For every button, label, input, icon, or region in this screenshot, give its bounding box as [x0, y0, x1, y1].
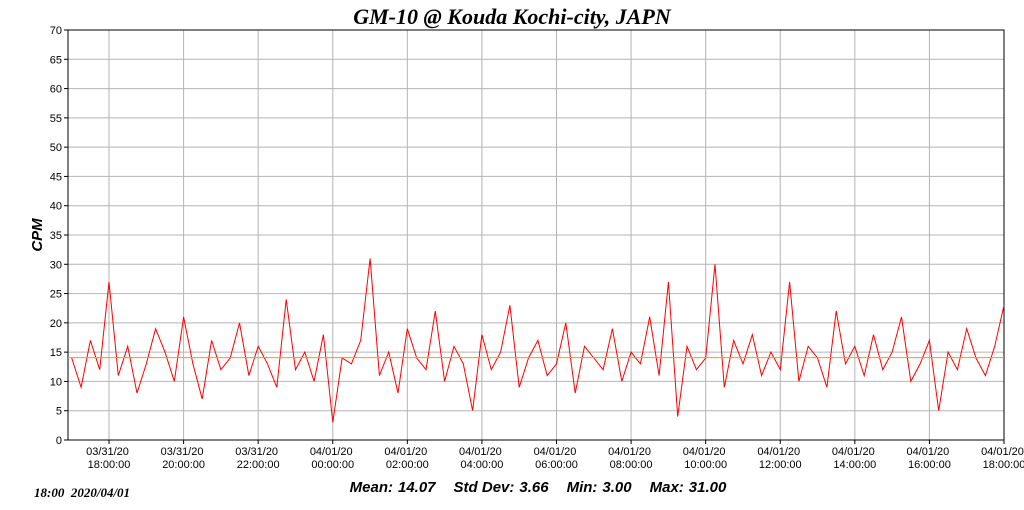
x-tick-label: 04/01/20 04:00:00	[459, 446, 505, 471]
y-tick-label: 50	[50, 142, 62, 154]
x-tick-label: 04/01/20 16:00:00	[906, 446, 952, 471]
x-tick-label: 04/01/20 02:00:00	[384, 446, 430, 471]
y-tick-label: 20	[50, 318, 62, 330]
plot-border	[67, 29, 1005, 441]
stat-value: 14.07	[398, 479, 436, 496]
stats: Mean: 14.07 Std Dev: 3.66 Min: 3.00 Max: 31.00	[350, 479, 727, 496]
y-tick-label: 30	[50, 259, 62, 271]
y-tick-label: 65	[50, 54, 62, 66]
stat-value: 3.66	[519, 479, 549, 496]
y-tick-label: 70	[50, 25, 62, 37]
x-tick-label: 03/31/20 18:00:00	[86, 446, 132, 471]
x-tick-label: 03/31/20 20:00:00	[161, 446, 207, 471]
y-tick-label: 15	[50, 347, 62, 359]
y-tick-label: 60	[50, 84, 62, 96]
x-tick-label: 04/01/20 18:00:00	[981, 446, 1024, 471]
y-tick-label: 0	[56, 435, 62, 447]
stat-value: 31.00	[689, 479, 727, 496]
x-tick-label: 03/31/20 22:00:00	[235, 446, 281, 471]
data-line	[71, 258, 1005, 423]
timestamp: 18:00 2020/04/01	[34, 485, 130, 500]
x-tick-label: 04/01/20 14:00:00	[832, 446, 878, 471]
stat-name: Std Dev:	[454, 479, 515, 496]
y-tick-label: 45	[50, 171, 62, 183]
y-tick-label: 25	[50, 289, 62, 301]
x-tick-label: 04/01/20 12:00:00	[757, 446, 803, 471]
x-tick-label: 04/01/20 06:00:00	[534, 446, 580, 471]
y-tick-label: 5	[56, 406, 62, 418]
y-tick-label: 35	[50, 230, 62, 242]
x-tick-label: 04/01/20 08:00:00	[608, 446, 654, 471]
y-tick-label: 55	[50, 113, 62, 125]
stat-name: Mean:	[350, 479, 393, 496]
y-axis-label: CPM	[29, 218, 46, 252]
stat-name: Min:	[567, 479, 598, 496]
y-tick-label: 10	[50, 376, 62, 388]
x-tick-label: 04/01/20 00:00:00	[310, 446, 356, 471]
stat-value: 3.00	[602, 479, 632, 496]
y-tick-label: 40	[50, 201, 62, 213]
x-tick-label: 04/01/20 10:00:00	[683, 446, 729, 471]
chart-title: GM-10 @ Kouda Kochi-city, JAPN	[353, 4, 672, 29]
stat-name: Max:	[650, 479, 684, 496]
